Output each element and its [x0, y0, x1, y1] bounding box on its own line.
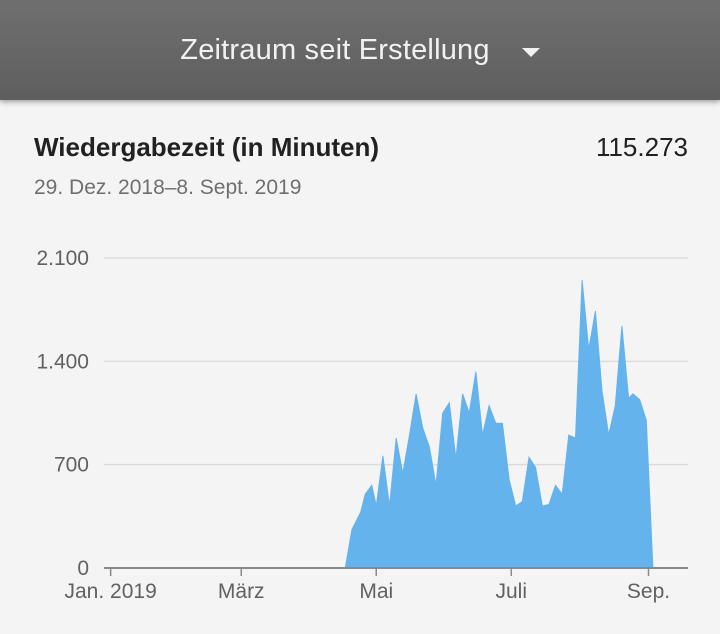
- x-tick-label: Juli: [496, 580, 528, 603]
- date-range: 29. Dez. 2018–8. Sept. 2019: [34, 176, 302, 199]
- y-tick-label: 700: [54, 454, 89, 477]
- metric-title: Wiedergabezeit (in Minuten): [34, 132, 379, 162]
- x-tick-label: Mai: [359, 580, 393, 603]
- y-tick-label: 0: [77, 557, 89, 580]
- x-tick-label: Jan. 2019: [65, 580, 157, 603]
- x-tick-label: März: [218, 580, 265, 603]
- metric-total: 115.273: [595, 132, 688, 162]
- watch-time-area: [104, 280, 664, 569]
- x-tick-label: Sep.: [627, 580, 670, 603]
- chevron-down-icon: [521, 47, 540, 57]
- period-dropdown[interactable]: Zeitraum seit Erstellung: [0, 0, 720, 100]
- period-dropdown-label: Zeitraum seit Erstellung: [180, 33, 490, 66]
- y-tick-label: 1.400: [36, 350, 89, 373]
- y-tick-label: 2.100: [36, 247, 89, 270]
